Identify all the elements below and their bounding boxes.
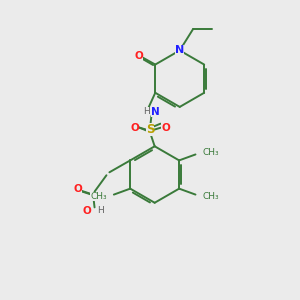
Text: N: N bbox=[175, 45, 184, 56]
Text: O: O bbox=[130, 123, 139, 133]
Text: S: S bbox=[146, 123, 154, 136]
Text: O: O bbox=[134, 51, 143, 61]
Text: O: O bbox=[82, 206, 91, 216]
Text: CH₃: CH₃ bbox=[202, 192, 219, 201]
Text: O: O bbox=[73, 184, 82, 194]
Text: O: O bbox=[161, 123, 170, 133]
Text: H: H bbox=[143, 107, 150, 116]
Text: CH₃: CH₃ bbox=[90, 192, 107, 201]
Text: CH₃: CH₃ bbox=[202, 148, 219, 158]
Text: N: N bbox=[152, 107, 160, 117]
Text: H: H bbox=[97, 206, 104, 215]
